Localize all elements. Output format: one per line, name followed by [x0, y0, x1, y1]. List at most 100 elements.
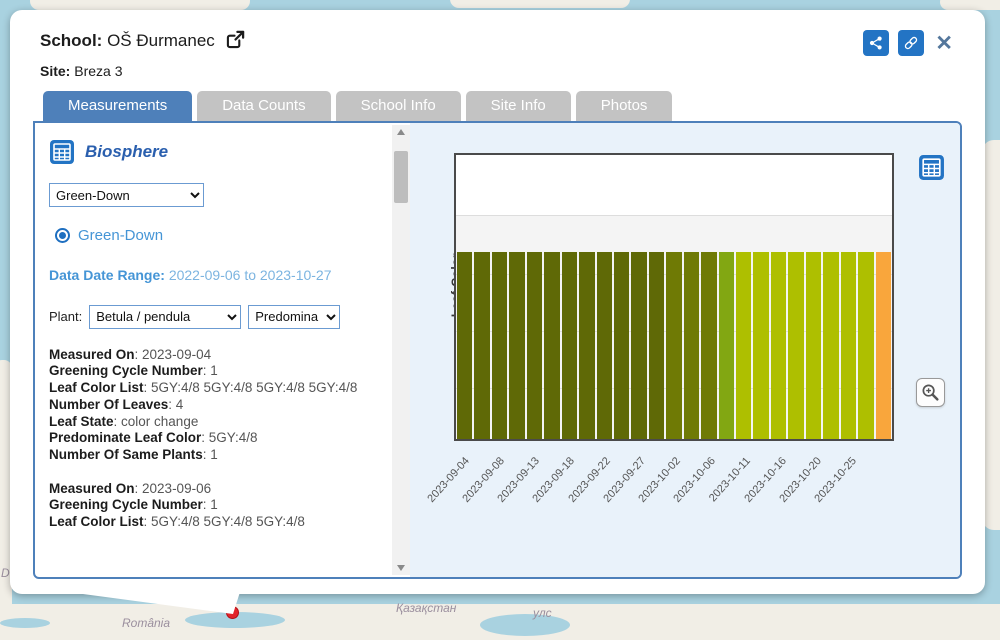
field-value: : 5GY:4/8 — [201, 430, 257, 445]
site-label: Site: — [40, 63, 70, 79]
chart-data-table-button[interactable] — [918, 154, 945, 186]
school-title: School: OŠ Đurmanec — [40, 30, 245, 51]
site-details-dialog: School: OŠ Đurmanec — [10, 10, 985, 594]
school-label: School: — [40, 31, 102, 50]
leaf-color-bar[interactable] — [719, 252, 734, 439]
map-place-label: Қазақстан — [396, 601, 456, 615]
plant-species-select[interactable]: Betula / pendula — [89, 305, 241, 329]
field-value: : 1 — [203, 447, 218, 462]
field-value: : color change — [114, 414, 199, 429]
field-value: : 5GY:4/8 5GY:4/8 5GY:4/8 — [144, 514, 305, 529]
sphere-section-title: Biosphere — [85, 142, 168, 162]
leaf-color-bar[interactable] — [579, 252, 594, 439]
field-value: : 1 — [203, 497, 218, 512]
scrollbar-thumb[interactable] — [394, 151, 408, 203]
leaf-color-bar[interactable] — [474, 252, 489, 439]
leaf-color-bar[interactable] — [841, 252, 856, 439]
leaf-color-bar[interactable] — [806, 252, 821, 439]
leaf-color-bar[interactable] — [771, 252, 786, 439]
leaf-color-bar[interactable] — [562, 252, 577, 439]
scroll-down-icon[interactable] — [392, 561, 410, 575]
field-label: Predominate Leaf Color — [49, 430, 201, 445]
record-field: Greening Cycle Number: 1 — [49, 363, 384, 380]
tab-school-info[interactable]: School Info — [336, 91, 461, 121]
field-label: Leaf State — [49, 414, 114, 429]
protocol-radio-row[interactable]: Green-Down — [55, 227, 382, 244]
link-button[interactable] — [898, 30, 924, 56]
tab-site-info[interactable]: Site Info — [466, 91, 571, 121]
leaf-color-bar[interactable] — [666, 252, 681, 439]
bar-series — [456, 252, 892, 439]
field-label: Greening Cycle Number — [49, 497, 203, 512]
field-label: Measured On — [49, 347, 135, 362]
date-range-value: 2022-09-06 to 2023-10-27 — [169, 267, 332, 283]
plant-attribute-select[interactable]: Predomina — [248, 305, 340, 329]
leaf-color-bar[interactable] — [527, 252, 542, 439]
share-button[interactable] — [863, 30, 889, 56]
chart-pane: Leaf Color 2023-09-042023-09-082023-09-1… — [410, 123, 960, 577]
chart-zoom-button[interactable] — [916, 378, 945, 407]
field-label: Number Of Leaves — [49, 397, 168, 412]
leaf-color-bar[interactable] — [614, 252, 629, 439]
plant-label: Plant: — [49, 309, 82, 324]
table-icon — [918, 154, 945, 181]
tab-measurements[interactable]: Measurements — [43, 91, 192, 121]
leaf-color-bar[interactable] — [684, 252, 699, 439]
leaf-color-bar[interactable] — [736, 252, 751, 439]
date-range-label: Data Date Range: — [49, 267, 165, 283]
external-link-icon[interactable] — [226, 30, 245, 49]
field-value: : 1 — [203, 363, 218, 378]
site-title: Site: Breza 3 — [40, 63, 955, 79]
field-value: : 2023-09-06 — [135, 481, 212, 496]
close-icon[interactable]: ✕ — [933, 33, 955, 54]
school-name: OŠ Đurmanec — [107, 31, 215, 50]
map-lake — [480, 614, 570, 636]
leaf-color-bar[interactable] — [649, 252, 664, 439]
magnifier-plus-icon — [921, 383, 940, 402]
record-field: Number Of Same Plants: 1 — [49, 447, 384, 464]
radio-selected-icon[interactable] — [55, 228, 70, 243]
link-icon — [903, 35, 919, 51]
record-field: Leaf State: color change — [49, 414, 384, 431]
map-place-label: улс — [533, 606, 552, 620]
record-field: Predominate Leaf Color: 5GY:4/8 — [49, 430, 384, 447]
field-label: Measured On — [49, 481, 135, 496]
share-icon — [868, 35, 884, 51]
site-name: Breza 3 — [74, 63, 122, 79]
leaf-color-bar[interactable] — [492, 252, 507, 439]
leaf-color-bar[interactable] — [701, 252, 716, 439]
record-field: Leaf Color List: 5GY:4/8 5GY:4/8 5GY:4/8… — [49, 380, 384, 397]
leaf-color-bar[interactable] — [509, 252, 524, 439]
leaf-color-bar[interactable] — [876, 252, 891, 439]
record-field: Greening Cycle Number: 1 — [49, 497, 384, 514]
leaf-color-bar[interactable] — [544, 252, 559, 439]
tab-data-counts[interactable]: Data Counts — [197, 91, 330, 121]
measurements-scrollbar[interactable] — [392, 125, 410, 575]
table-icon — [49, 139, 75, 165]
leaf-color-bar-chart[interactable] — [454, 153, 894, 441]
leaf-color-bar[interactable] — [823, 252, 838, 439]
map-land-patch — [450, 0, 630, 8]
field-value: : 2023-09-04 — [135, 347, 212, 362]
leaf-color-bar[interactable] — [597, 252, 612, 439]
tab-photos[interactable]: Photos — [576, 91, 673, 121]
leaf-color-bar[interactable] — [631, 252, 646, 439]
leaf-color-bar[interactable] — [858, 252, 873, 439]
field-value: : 5GY:4/8 5GY:4/8 5GY:4/8 5GY:4/8 — [144, 380, 358, 395]
protocol-select[interactable]: Green-Down — [49, 183, 204, 207]
scroll-up-icon[interactable] — [392, 125, 410, 139]
leaf-color-bar[interactable] — [753, 252, 768, 439]
field-value: : 4 — [168, 397, 183, 412]
radio-label: Green-Down — [78, 227, 163, 244]
leaf-color-bar[interactable] — [457, 252, 472, 439]
leaf-color-bar[interactable] — [788, 252, 803, 439]
record-field: Measured On: 2023-09-06 — [49, 481, 384, 498]
measurements-tab-panel: Biosphere Green-Down Green-Down Data Dat… — [33, 121, 962, 579]
field-label: Greening Cycle Number — [49, 363, 203, 378]
record-field: Leaf Color List: 5GY:4/8 5GY:4/8 5GY:4/8 — [49, 514, 384, 531]
